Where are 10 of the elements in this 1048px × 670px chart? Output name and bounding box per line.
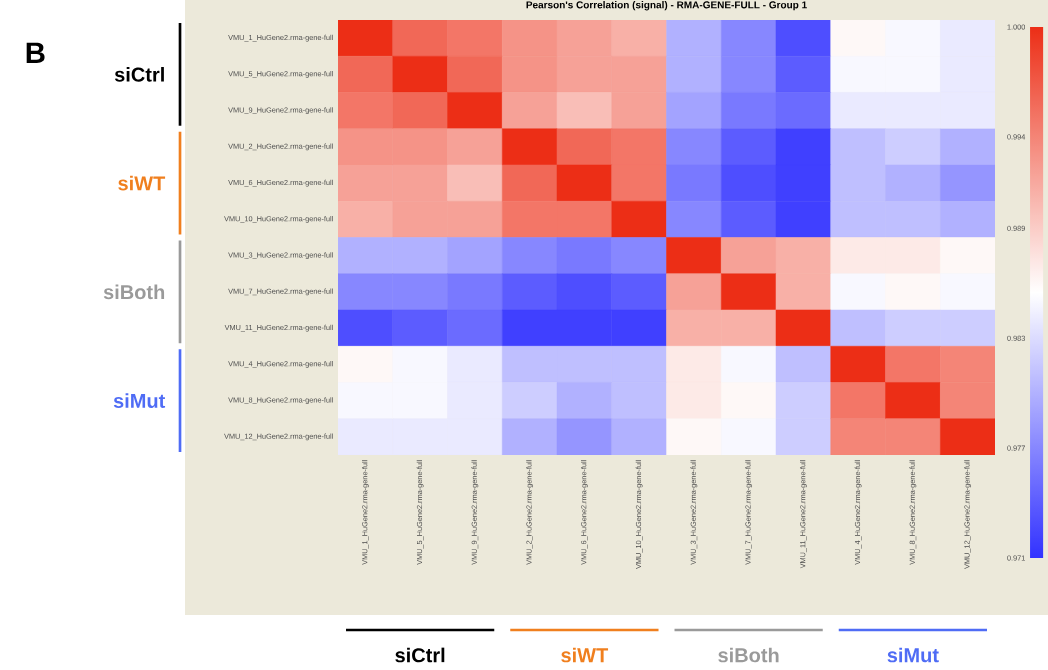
text: siCtrl <box>395 647 445 663</box>
text: siCtrl <box>114 67 164 82</box>
text: siBoth <box>718 647 779 663</box>
text: B <box>26 42 45 63</box>
text: siWT <box>118 175 166 191</box>
text: siBoth <box>103 284 165 300</box>
text: siMut <box>113 393 166 408</box>
text: siMut <box>887 647 939 663</box>
chart-title: Pearson's Correlation (signal) - RMA-GENE-FULL - Group 1 <box>526 1 807 11</box>
text: siWT <box>561 647 609 663</box>
